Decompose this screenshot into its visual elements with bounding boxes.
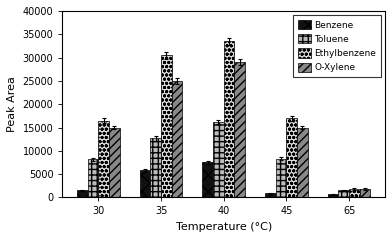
Bar xyxy=(224,41,234,197)
X-axis label: Temperature (°C): Temperature (°C) xyxy=(176,222,272,232)
Bar xyxy=(202,163,213,197)
Bar xyxy=(276,159,287,197)
Bar xyxy=(161,55,172,197)
Bar xyxy=(109,128,120,197)
Bar xyxy=(140,170,151,197)
Bar xyxy=(360,189,370,197)
Bar xyxy=(297,128,308,197)
Bar xyxy=(172,81,182,197)
Y-axis label: Peak Area: Peak Area xyxy=(7,76,17,132)
Bar xyxy=(98,120,109,197)
Bar xyxy=(338,190,349,197)
Bar xyxy=(77,190,88,197)
Bar xyxy=(287,118,297,197)
Bar xyxy=(88,159,98,197)
Bar xyxy=(213,122,224,197)
Bar xyxy=(234,62,245,197)
Bar xyxy=(328,194,338,197)
Bar xyxy=(151,138,161,197)
Bar xyxy=(265,193,276,197)
Bar xyxy=(349,189,360,197)
Legend: Benzene, Toluene, Ethylbenzene, O-Xylene: Benzene, Toluene, Ethylbenzene, O-Xylene xyxy=(293,16,381,77)
